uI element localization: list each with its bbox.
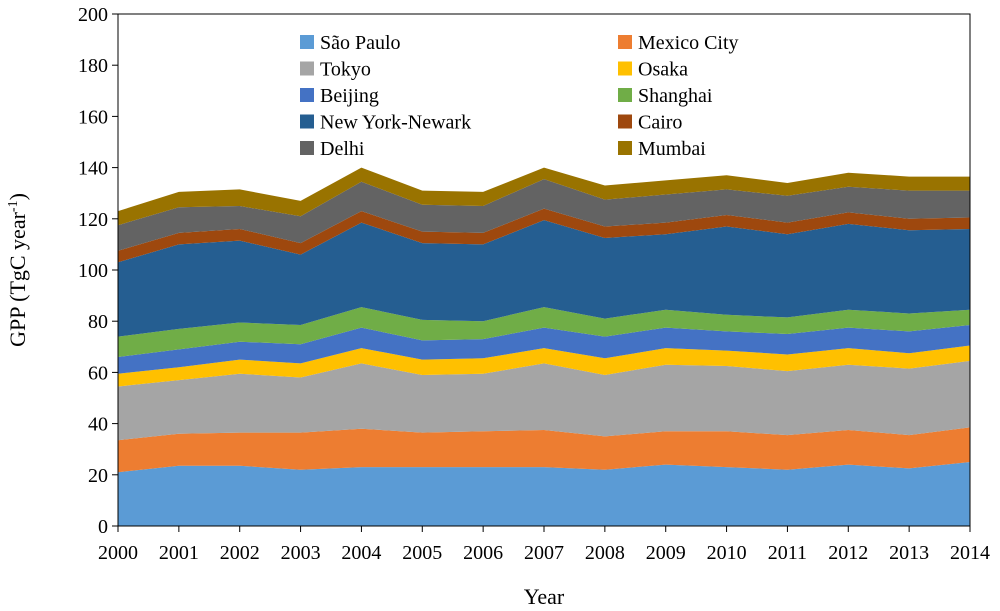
legend-item-sao-paulo: São Paulo [300, 32, 401, 54]
y-tick-label: 160 [78, 106, 108, 128]
legend-swatch [618, 141, 632, 155]
y-tick-label: 100 [78, 260, 108, 282]
legend-swatch [618, 61, 632, 76]
legend-label: Tokyo [320, 59, 371, 81]
legend-item-mexico-city: Mexico City [618, 32, 739, 54]
legend-item-shanghai: Shanghai [618, 85, 713, 107]
legend-label: Shanghai [638, 85, 713, 107]
y-axis-title: GPP (TgC year-1) [5, 193, 30, 347]
legend: São Paulo Mexico City Tokyo Osaka Beijing Sha… [300, 32, 739, 160]
legend-label: New York-Newark [320, 112, 471, 134]
legend-label: Delhi [320, 138, 365, 160]
legend-swatch [618, 35, 632, 49]
legend-label: Beijing [320, 85, 379, 107]
area-tokyo [118, 360, 970, 441]
x-tick-label: 2002 [220, 542, 260, 564]
legend-swatch [300, 61, 314, 76]
area-series-group [118, 167, 970, 526]
area-sao-paulo [118, 462, 970, 526]
legend-item-cairo: Cairo [618, 112, 682, 134]
y-tick-label: 40 [88, 414, 108, 436]
legend-item-beijing: Beijing [300, 85, 379, 107]
area-new-york-newark [118, 220, 970, 337]
y-tick-label: 180 [78, 55, 108, 77]
x-tick-label: 2004 [341, 542, 381, 564]
x-tick-label: 2013 [889, 542, 929, 564]
x-tick-label: 2005 [402, 542, 442, 564]
x-tick-label: 2011 [768, 542, 807, 564]
legend-label: Mumbai [638, 138, 706, 160]
y-axis-title-close: ) [5, 193, 30, 200]
legend-label: Mexico City [638, 32, 739, 54]
x-tick-label: 2001 [159, 542, 199, 564]
x-tick-label: 2006 [463, 542, 503, 564]
legend-swatch [618, 114, 632, 129]
y-tick-label: 120 [78, 209, 108, 231]
y-tick-label: 140 [78, 158, 108, 180]
y-tick-label: 60 [88, 362, 108, 384]
legend-item-tokyo: Tokyo [300, 59, 371, 81]
legend-swatch [300, 141, 314, 155]
area-delhi [118, 179, 970, 251]
y-axis-title-superscript: -1 [6, 200, 21, 212]
x-tick-label: 2008 [585, 542, 625, 564]
legend-item-delhi: Delhi [300, 138, 365, 160]
legend-label: Osaka [638, 59, 688, 81]
area-mumbai [118, 167, 970, 226]
x-tick-label: 2014 [950, 542, 990, 564]
x-tick-label: 2003 [281, 542, 321, 564]
legend-swatch [618, 88, 632, 102]
legend-item-mumbai: Mumbai [618, 138, 706, 160]
area-cairo [118, 208, 970, 263]
x-tick-label: 2010 [707, 542, 747, 564]
y-axis: 0 20 40 60 80 100 120 140 160 180 200 [78, 4, 118, 538]
x-axis: 2000 2001 2002 2003 2004 2005 2006 2007 2008 2009… [98, 526, 990, 564]
legend-swatch [300, 35, 314, 49]
x-tick-label: 2007 [524, 542, 564, 564]
x-tick-label: 2009 [646, 542, 686, 564]
x-tick-label: 2012 [828, 542, 868, 564]
x-tick-label: 2000 [98, 542, 138, 564]
legend-item-new-york-newark: New York-Newark [300, 112, 471, 134]
y-axis-title-main: GPP (TgC year [5, 211, 30, 347]
y-tick-label: 80 [88, 311, 108, 333]
legend-item-osaka: Osaka [618, 59, 688, 81]
area-mexico-city [118, 427, 970, 473]
y-tick-label: 0 [98, 516, 108, 538]
legend-swatch [300, 114, 314, 129]
area-beijing [118, 325, 970, 374]
x-axis-title: Year [524, 584, 565, 609]
legend-label: Cairo [638, 112, 682, 134]
y-tick-label: 20 [88, 465, 108, 487]
area-shanghai [118, 307, 970, 357]
legend-label: São Paulo [320, 32, 401, 54]
y-tick-label: 200 [78, 4, 108, 26]
legend-swatch [300, 88, 314, 102]
